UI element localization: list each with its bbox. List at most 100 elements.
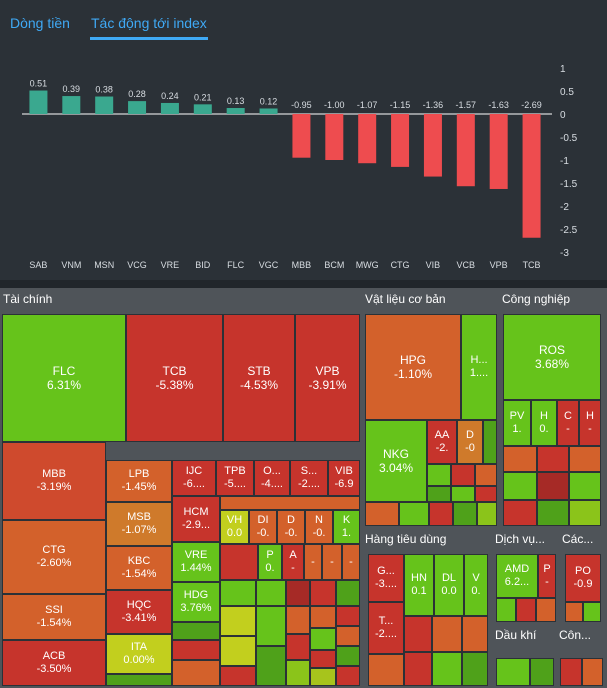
tile-small[interactable]	[220, 636, 256, 666]
tile-small[interactable]	[475, 464, 497, 486]
tile-small[interactable]	[106, 674, 172, 686]
tile-small[interactable]	[516, 598, 536, 622]
tile-small[interactable]	[256, 646, 286, 686]
cell-po[interactable]: PO -0.9	[565, 554, 601, 602]
cell-c[interactable]: C-	[557, 400, 579, 446]
cell-pv[interactable]: PV 1.	[503, 400, 531, 446]
tile-small[interactable]	[256, 580, 286, 606]
tile-small[interactable]	[427, 464, 451, 486]
cell-g[interactable]: G... -3....	[368, 554, 404, 602]
cell-ssi[interactable]: SSI -1.54%	[2, 594, 106, 640]
cell-tcb[interactable]: TCB -5.38%	[126, 314, 223, 442]
cell-dash[interactable]: -	[342, 544, 360, 580]
tile-small[interactable]	[220, 580, 256, 606]
bar-ctg[interactable]	[391, 114, 410, 167]
tile-small[interactable]	[286, 660, 310, 686]
cell-h0[interactable]: H 0.	[531, 400, 557, 446]
bar-sab[interactable]	[29, 90, 48, 114]
cell-stb[interactable]: STB -4.53%	[223, 314, 295, 442]
tile-small[interactable]	[220, 544, 258, 580]
tile-small[interactable]	[560, 658, 582, 686]
cell-lpb[interactable]: LPB -1.45%	[106, 460, 172, 502]
cell-nkg[interactable]: NKG 3.04%	[365, 420, 427, 502]
tile-small[interactable]	[477, 502, 497, 526]
tile-small[interactable]	[536, 598, 556, 622]
bar-vcb[interactable]	[456, 114, 475, 187]
cell-ijc[interactable]: IJC -6....	[172, 460, 216, 496]
tile-small[interactable]	[451, 464, 475, 486]
tile-small[interactable]	[172, 660, 220, 686]
tile-small[interactable]	[432, 616, 462, 652]
cell-di[interactable]: DI -0.	[249, 510, 277, 544]
tab-tac-dong-toi-index[interactable]: Tác động tới index	[91, 15, 207, 31]
cell-tpb[interactable]: TPB -5....	[216, 460, 254, 496]
cell-v[interactable]: V 0.	[464, 554, 488, 616]
bar-vib[interactable]	[423, 114, 442, 177]
tile-small[interactable]	[404, 616, 432, 652]
cell-t[interactable]: T... -2....	[368, 602, 404, 654]
tile-small[interactable]	[537, 500, 569, 526]
cell-ita[interactable]: ITA 0.00%	[106, 634, 172, 674]
tile-small[interactable]	[565, 602, 583, 622]
cell-o[interactable]: O... -4....	[254, 460, 290, 496]
cell-mbb[interactable]: MBB -3.19%	[2, 442, 106, 520]
tile-small[interactable]	[310, 628, 336, 650]
cell-hqc[interactable]: HQC -3.41%	[106, 590, 172, 634]
tile-small[interactable]	[368, 654, 404, 686]
cell-aa[interactable]: AA -2.	[427, 420, 457, 464]
cell-dash[interactable]: -	[304, 544, 322, 580]
tile-small[interactable]	[310, 650, 336, 668]
cell-kbc[interactable]: KBC -1.54%	[106, 546, 172, 590]
cell-ctg[interactable]: CTG -2.60%	[2, 520, 106, 594]
cell-s[interactable]: S... -2....	[290, 460, 328, 496]
cell-dash[interactable]: -	[322, 544, 342, 580]
tile-small[interactable]	[475, 486, 497, 502]
tile-small[interactable]	[310, 668, 336, 686]
tile-small[interactable]	[336, 606, 360, 626]
tile-small[interactable]	[569, 446, 601, 472]
cell-hn[interactable]: HN 0.1	[404, 554, 434, 616]
tile-small[interactable]	[286, 634, 310, 660]
bar-bid[interactable]	[193, 104, 212, 114]
bar-vre[interactable]	[160, 102, 179, 114]
cell-d-vl[interactable]: D -0	[457, 420, 483, 464]
cell-vh[interactable]: VH 0.0	[220, 510, 249, 544]
cell-h[interactable]: H... 1....	[461, 314, 497, 420]
cell-vre[interactable]: VRE 1.44%	[172, 542, 220, 582]
tile-small[interactable]	[336, 580, 360, 606]
cell-hdg[interactable]: HDG 3.76%	[172, 582, 220, 622]
tile-small[interactable]	[483, 420, 497, 464]
cell-dl[interactable]: DL 0.0	[434, 554, 464, 616]
tile-small[interactable]	[172, 640, 220, 660]
tile-small[interactable]	[582, 658, 603, 686]
bar-mwg[interactable]	[358, 114, 377, 164]
tile-small[interactable]	[336, 666, 360, 686]
tile-small[interactable]	[399, 502, 429, 526]
bar-vcg[interactable]	[128, 101, 147, 114]
tile-small[interactable]	[220, 606, 256, 636]
cell-n[interactable]: N -0.	[305, 510, 333, 544]
tile-small[interactable]	[537, 446, 569, 472]
cell-hh[interactable]: H-	[579, 400, 601, 446]
tile-small[interactable]	[310, 580, 336, 606]
cell-a[interactable]: A-	[282, 544, 304, 580]
tile-small[interactable]	[453, 502, 477, 526]
cell-p[interactable]: P 0.	[258, 544, 282, 580]
bar-tcb[interactable]	[522, 114, 541, 238]
bar-vpb[interactable]	[489, 114, 508, 189]
bar-msn[interactable]	[95, 96, 114, 114]
tile-small[interactable]	[286, 606, 310, 634]
bar-bcm[interactable]	[325, 114, 344, 160]
tile-small[interactable]	[220, 666, 256, 686]
bar-flc[interactable]	[226, 108, 245, 114]
tile-small[interactable]	[462, 616, 488, 652]
tile-small[interactable]	[503, 446, 537, 472]
tile-small[interactable]	[583, 602, 601, 622]
tile-small[interactable]	[429, 502, 453, 526]
cell-acb[interactable]: ACB -3.50%	[2, 640, 106, 686]
tab-dong-tien[interactable]: Dòng tiền	[10, 15, 70, 31]
tile-small[interactable]	[256, 606, 286, 646]
tile-small[interactable]	[503, 500, 537, 526]
cell-hcm[interactable]: HCM -2.9...	[172, 496, 220, 542]
tile-small[interactable]	[172, 622, 220, 640]
